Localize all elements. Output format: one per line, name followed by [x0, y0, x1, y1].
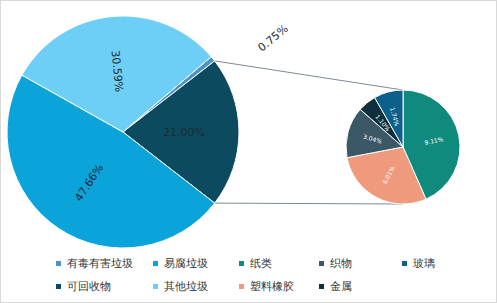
svg-text:玻璃: 玻璃: [413, 257, 435, 270]
svg-text:30.59%: 30.59%: [109, 50, 126, 93]
svg-text:21.00%: 21.00%: [163, 126, 205, 139]
svg-text:9.11%: 9.11%: [424, 135, 444, 146]
svg-text:纸类: 纸类: [250, 257, 272, 270]
svg-text:塑料橡胶: 塑料橡胶: [250, 280, 294, 293]
svg-text:0.75%: 0.75%: [255, 22, 290, 54]
svg-text:1.74%: 1.74%: [389, 106, 401, 126]
svg-text:1.10%: 1.10%: [374, 113, 392, 132]
svg-text:其他垃圾: 其他垃圾: [164, 280, 208, 293]
svg-text:有毒有害垃圾: 有毒有害垃圾: [67, 257, 133, 270]
svg-text:6.01%: 6.01%: [381, 165, 396, 185]
svg-text:织物: 织物: [330, 257, 352, 270]
svg-text:可回收物: 可回收物: [67, 280, 111, 293]
svg-text:金属: 金属: [330, 280, 352, 293]
svg-text:3.04%: 3.04%: [362, 133, 383, 145]
svg-text:47.66%: 47.66%: [72, 162, 106, 204]
svg-text:易腐垃圾: 易腐垃圾: [164, 257, 208, 270]
